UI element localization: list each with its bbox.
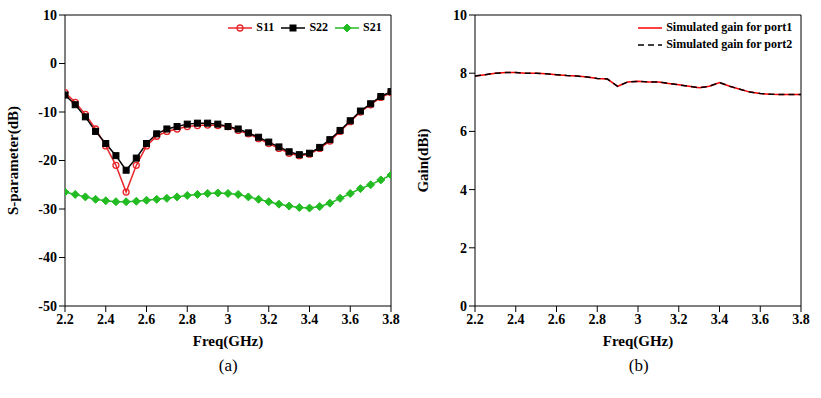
svg-text:3.6: 3.6 — [341, 312, 359, 327]
svg-text:10: 10 — [453, 8, 467, 23]
svg-text:S-parameter(dB): S-parameter(dB) — [5, 106, 22, 215]
svg-text:Gain(dBi): Gain(dBi) — [416, 128, 433, 192]
html-text:Simulated gain for port2: Simulated gain for port2 — [666, 37, 793, 51]
svg-text:3.2: 3.2 — [670, 312, 688, 327]
svg-text:-10: -10 — [38, 105, 57, 120]
svg-text:-50: -50 — [38, 299, 57, 314]
svg-text:Freq(GHz): Freq(GHz) — [603, 333, 674, 350]
svg-text:2.2: 2.2 — [467, 312, 485, 327]
svg-text:2.6: 2.6 — [138, 312, 156, 327]
svg-text:8: 8 — [460, 66, 467, 81]
svg-text:2.8: 2.8 — [178, 312, 196, 327]
html-text:Simulated gain for port1: Simulated gain for port1 — [666, 20, 793, 34]
svg-text:0: 0 — [50, 56, 57, 71]
svg-text:-40: -40 — [38, 250, 57, 265]
svg-text:Freq(GHz): Freq(GHz) — [192, 333, 263, 350]
html-text:(b): (b) — [628, 356, 649, 375]
svg-text:2.4: 2.4 — [97, 312, 115, 327]
svg-text:2.6: 2.6 — [548, 312, 566, 327]
html-text:S22: S22 — [309, 20, 329, 34]
svg-text:2: 2 — [460, 241, 467, 256]
svg-text:2.8: 2.8 — [589, 312, 607, 327]
svg-text:3.4: 3.4 — [301, 312, 319, 327]
svg-text:10: 10 — [43, 8, 57, 23]
svg-text:3.8: 3.8 — [793, 312, 811, 327]
svg-text:-20: -20 — [38, 153, 57, 168]
svg-text:3: 3 — [224, 312, 231, 327]
svg-text:4: 4 — [460, 183, 467, 198]
svg-text:6: 6 — [460, 124, 467, 139]
svg-text:3: 3 — [635, 312, 642, 327]
svg-text:3.8: 3.8 — [382, 312, 400, 327]
html-text:S21: S21 — [363, 20, 382, 34]
svg-text:-30: -30 — [38, 202, 57, 217]
svg-text:0: 0 — [460, 299, 467, 314]
html-text:S11: S11 — [256, 20, 275, 34]
html-text:(a): (a) — [218, 356, 238, 375]
svg-text:2.2: 2.2 — [56, 312, 74, 327]
svg-text:3.4: 3.4 — [711, 312, 729, 327]
svg-text:3.6: 3.6 — [752, 312, 770, 327]
svg-text:2.4: 2.4 — [507, 312, 525, 327]
svg-text:3.2: 3.2 — [260, 312, 278, 327]
